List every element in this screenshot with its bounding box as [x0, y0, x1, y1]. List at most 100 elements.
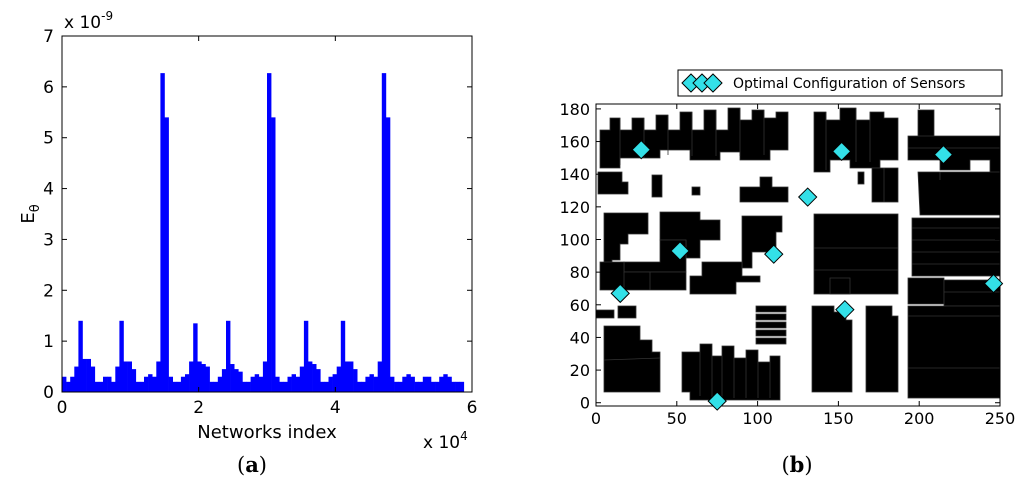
building [907, 277, 945, 305]
bar [221, 369, 227, 392]
x-tick-label: 200 [904, 409, 935, 428]
sensor-marker [707, 391, 727, 411]
bar [135, 381, 141, 392]
building [651, 174, 663, 198]
bar [213, 381, 219, 392]
bar [123, 361, 128, 392]
bar [435, 381, 440, 392]
bar [361, 381, 366, 392]
bar [373, 376, 378, 392]
building [865, 305, 899, 393]
building [597, 171, 629, 195]
bar [172, 381, 178, 392]
y-tick-label: 2 [43, 281, 54, 301]
bar [144, 376, 149, 392]
bar [459, 381, 465, 392]
bar [365, 376, 370, 392]
building [691, 186, 701, 196]
sensor-marker [983, 273, 1004, 294]
building [829, 277, 851, 295]
bar [86, 358, 91, 392]
bar [185, 374, 190, 392]
bar [451, 381, 456, 392]
bar [82, 358, 87, 392]
bar [279, 381, 284, 392]
bar [201, 364, 206, 392]
building [857, 171, 865, 185]
caption-b-close: ) [804, 453, 812, 477]
ticks-b: 0 50 100 150 200 250 0 20 40 60 80 100 120 140 160 180 [559, 100, 1015, 428]
x-tick-label: 2 [193, 398, 204, 418]
y-tick-label: 80 [570, 263, 590, 282]
sensor-marker [610, 283, 630, 304]
caption-b-open: ( [781, 453, 789, 477]
bar [344, 361, 350, 392]
bar [312, 364, 317, 392]
sensor-markers [610, 140, 1004, 411]
bar [217, 376, 223, 392]
sensor-marker [831, 141, 852, 162]
sensor-marker [933, 144, 954, 165]
legend-box [677, 69, 1003, 97]
bar [234, 369, 239, 392]
bar [230, 364, 235, 392]
ticks-a: 0 2 4 6 0 1 2 3 4 5 6 7 [43, 27, 477, 418]
plot-frame-a [61, 35, 473, 393]
caption-a-letter: a [245, 452, 259, 477]
bar [94, 381, 100, 392]
chart-b: 0 50 100 150 200 250020406080100120140160180 … [559, 69, 1015, 477]
y-exponent-power-a: -9 [101, 9, 113, 23]
plot-frame-b [595, 103, 1001, 407]
sensor-marker [764, 244, 784, 264]
caption-a-open: ( [237, 453, 245, 477]
building [599, 107, 789, 169]
bar [336, 366, 342, 392]
y-axis-label-main-a: E [18, 212, 39, 223]
bar [168, 376, 173, 392]
y-tick-label: 60 [570, 296, 590, 315]
bar [70, 376, 75, 392]
building [617, 305, 637, 319]
bar [180, 376, 186, 392]
bar [197, 361, 202, 392]
x-exponent-power-a: 4 [460, 429, 468, 443]
legend-markers [681, 73, 723, 93]
bar [283, 381, 288, 392]
bar [148, 374, 153, 392]
bar [349, 361, 354, 392]
y-exponent-a: x 10-9 [64, 9, 113, 33]
bar [127, 361, 132, 392]
caption-a: (a) [237, 452, 267, 477]
bar [250, 376, 255, 392]
y-tick-label: 0 [580, 394, 590, 413]
bar [103, 376, 108, 392]
bar [426, 376, 432, 392]
x-tick-label: 6 [467, 398, 478, 418]
bar [381, 73, 387, 392]
building [603, 212, 649, 269]
y-axis-label-sub-a: θ [28, 204, 43, 212]
y-tick-label: 180 [559, 100, 590, 119]
bar [164, 117, 169, 392]
caption-b: (b) [781, 452, 812, 477]
bar [98, 381, 104, 392]
y-tick-label: 100 [559, 230, 590, 249]
bar [275, 376, 280, 392]
bar [357, 381, 362, 392]
bar [439, 376, 444, 392]
y-tick-label: 40 [570, 328, 590, 347]
bar [414, 381, 419, 392]
x-tick-label: 0 [57, 398, 68, 418]
bar [340, 320, 346, 392]
bar [316, 369, 321, 392]
building [813, 213, 899, 295]
bars-a [62, 73, 465, 392]
bar [303, 320, 309, 392]
bar [119, 320, 124, 392]
bar [78, 320, 83, 392]
bar [246, 381, 251, 392]
bar [308, 361, 313, 392]
bar [418, 381, 424, 392]
bar [131, 369, 137, 392]
y-tick-label: 7 [43, 27, 54, 47]
